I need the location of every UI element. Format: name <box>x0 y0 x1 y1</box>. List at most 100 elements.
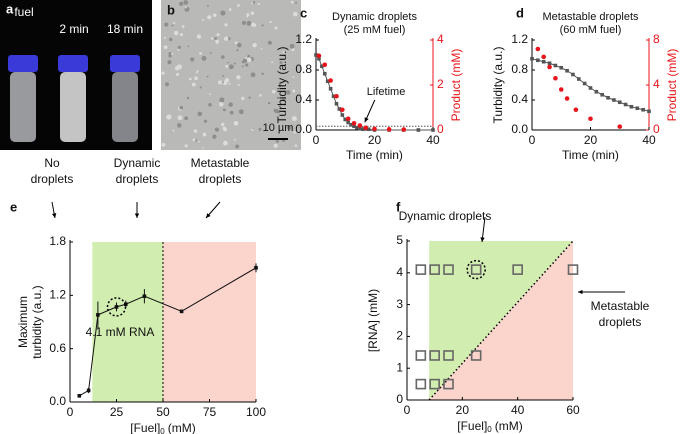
point <box>254 265 258 270</box>
point <box>606 95 610 100</box>
point <box>577 77 581 81</box>
speck <box>212 134 217 139</box>
speck <box>233 138 236 141</box>
speck <box>282 51 286 54</box>
point <box>536 58 540 63</box>
speck <box>286 125 292 130</box>
annotation: droplets <box>199 172 242 186</box>
point <box>571 72 575 77</box>
speck <box>176 123 182 128</box>
speck <box>271 89 276 94</box>
point <box>416 128 421 132</box>
x-tick-label: 20 <box>456 403 470 417</box>
speck <box>250 22 255 27</box>
speck <box>184 116 188 121</box>
y2-tick-label: 2 <box>437 77 444 91</box>
y-tick-label: 0.0 <box>511 122 528 136</box>
speck <box>163 36 166 39</box>
speck <box>251 2 253 4</box>
speck <box>246 20 252 26</box>
speck <box>172 129 175 132</box>
speck <box>289 43 295 49</box>
speck <box>181 25 185 28</box>
speck <box>292 11 298 17</box>
speck <box>179 105 184 110</box>
chart-subtitle: (25 mM fuel) <box>344 24 406 36</box>
region <box>92 242 163 402</box>
annotation: Dynamic droplets <box>399 209 492 223</box>
speck <box>207 15 212 20</box>
x-tick-label: 0 <box>529 133 536 147</box>
point <box>647 109 651 114</box>
speck <box>222 108 226 112</box>
speck <box>237 4 240 7</box>
point <box>530 56 534 61</box>
point <box>547 61 552 66</box>
speck <box>188 77 192 81</box>
speck <box>294 144 298 147</box>
y-tick-label: 4 <box>396 265 403 279</box>
arrow-head <box>52 213 57 218</box>
y2-tick-label: 0 <box>653 122 660 136</box>
speck <box>290 0 294 4</box>
y-axis-label: turbidity (a.u.) <box>30 285 44 358</box>
arrow-head <box>480 237 485 242</box>
x-label-unit: (mM) <box>168 421 196 434</box>
y-tick-label: 0.0 <box>295 122 312 136</box>
speck <box>179 33 184 37</box>
speck <box>222 126 226 130</box>
speck <box>216 33 220 37</box>
speck <box>201 55 207 61</box>
speck <box>245 63 249 67</box>
speck <box>207 5 209 7</box>
speck <box>246 57 252 63</box>
speck <box>215 39 219 44</box>
speck <box>177 48 180 51</box>
x-tick-label: 60 <box>566 403 580 417</box>
point <box>340 113 345 117</box>
point <box>635 106 640 111</box>
photo-label: 2 min <box>59 22 88 36</box>
speck <box>219 97 225 103</box>
x-tick-label: 40 <box>511 403 525 417</box>
chart: d 0.0 0.4 0.8 1.2 0 4 8 0 20 40 Time (min) Turbidity… <box>491 5 679 162</box>
y-tick-label: 3 <box>396 297 403 311</box>
highlight-ring <box>466 259 486 280</box>
chart-title: Dynamic droplets <box>332 11 417 23</box>
speck <box>206 75 209 78</box>
point <box>565 68 569 73</box>
speck <box>208 93 211 96</box>
speck <box>233 120 239 126</box>
speck <box>241 20 247 25</box>
speck <box>224 36 229 41</box>
speck <box>183 0 189 5</box>
annotation: Dynamic <box>114 156 161 170</box>
y2-axis-label: Product (mM) <box>665 49 679 122</box>
y-tick-label: 5 <box>396 233 403 247</box>
speck <box>261 24 264 27</box>
speck <box>174 66 180 71</box>
speck <box>245 57 247 60</box>
speck <box>202 146 204 149</box>
speck <box>214 37 218 40</box>
speck <box>228 82 231 85</box>
point <box>600 92 604 97</box>
y2-tick-label: 8 <box>653 32 660 46</box>
speck <box>283 84 286 86</box>
speck <box>161 142 166 147</box>
texture <box>161 0 298 149</box>
point <box>512 264 523 275</box>
speck <box>241 65 244 68</box>
speck <box>250 72 256 78</box>
speck <box>209 52 212 55</box>
point <box>558 87 564 92</box>
photo-micrograph <box>161 0 301 150</box>
x-axis-label: [Fuel]0 (mM) <box>457 419 522 434</box>
chart: e0.00.61.21.80 25 50 75 100[Fuel]0 (mM)Maximu… <box>10 156 266 434</box>
speck <box>199 86 202 89</box>
speck <box>192 138 196 142</box>
point <box>470 264 482 275</box>
y-tick-label: 0.4 <box>511 92 528 106</box>
